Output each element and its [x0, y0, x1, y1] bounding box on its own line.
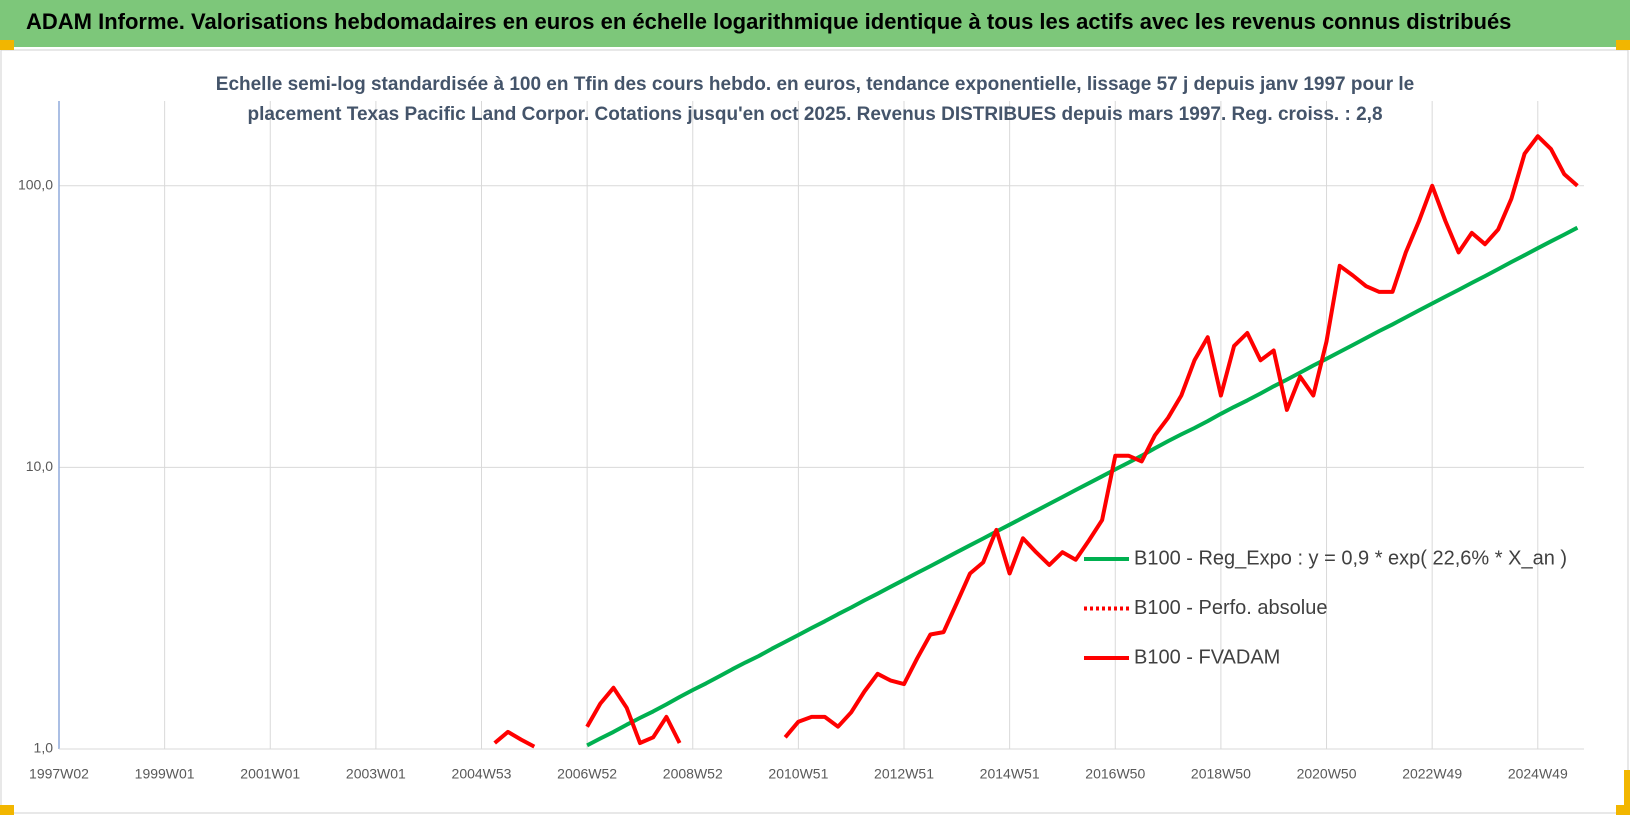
legend-label: B100 - FVADAM: [1134, 646, 1280, 668]
x-tick-label: 2014W51: [980, 766, 1040, 782]
x-tick-label: 2010W51: [768, 766, 828, 782]
legend-label: B100 - Perfo. absolue: [1134, 597, 1327, 619]
corner-mark: [0, 805, 14, 815]
x-tick-label: 2003W01: [346, 766, 406, 782]
x-tick-label: 1999W01: [135, 766, 195, 782]
header: ADAM Informe. Valorisations hebdomadaire…: [0, 0, 1630, 47]
chart-frame: [0, 49, 1629, 814]
y-tick-label: 100,0: [18, 176, 53, 192]
y-tick-label: 1,0: [34, 740, 54, 756]
chart-title: Echelle semi-log standardisée à 100 en T…: [215, 74, 1415, 125]
corner-mark: [1616, 805, 1630, 815]
corner-mark: [1616, 40, 1630, 50]
x-tick-label: 2022W49: [1402, 766, 1462, 782]
x-tick-label: 2001W01: [240, 766, 300, 782]
x-tick-label: 2024W49: [1508, 766, 1568, 782]
x-tick-label: 2020W50: [1297, 766, 1357, 782]
x-tick-label: 2004W53: [452, 766, 512, 782]
series-line: [586, 225, 1579, 748]
x-tick-label: 2016W50: [1085, 766, 1145, 782]
corner-mark: [1624, 770, 1630, 815]
x-tick-label: 2006W52: [557, 766, 617, 782]
legend-label: B100 - Reg_Expo : y = 0,9 * exp( 22,6% *…: [1134, 547, 1567, 569]
corner-mark: [0, 40, 14, 50]
x-tick-label: 1997W02: [29, 766, 89, 782]
series-line: [493, 134, 1579, 749]
x-tick-label: 2018W50: [1191, 766, 1251, 782]
y-tick-label: 10,0: [26, 458, 53, 474]
page-title: ADAM Informe. Valorisations hebdomadaire…: [26, 9, 1512, 34]
x-tick-label: 2008W52: [663, 766, 723, 782]
x-tick-label: 2012W51: [874, 766, 934, 782]
